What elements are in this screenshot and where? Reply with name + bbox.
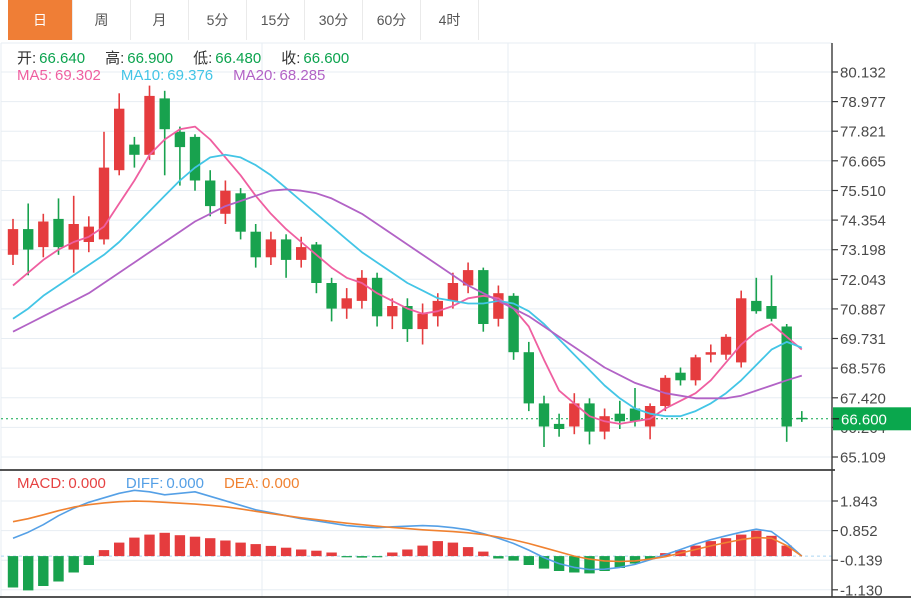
candles-layer (7, 85, 807, 447)
panel-borders (0, 469, 911, 598)
svg-text:-0.139: -0.139 (840, 553, 883, 570)
svg-text:1.843: 1.843 (840, 494, 878, 511)
svg-text:70.887: 70.887 (840, 301, 886, 318)
gridlines (0, 42, 832, 597)
period-tabbar: 日周月 5分 15分 30分 60分 4时 (0, 0, 911, 40)
tab-month[interactable]: 月 (131, 0, 189, 40)
tab-4hour[interactable]: 4时 (421, 0, 479, 40)
svg-text:0.852: 0.852 (840, 523, 878, 540)
svg-text:75.510: 75.510 (840, 183, 886, 200)
svg-text:67.420: 67.420 (840, 390, 886, 407)
tab-15min[interactable]: 15分 (247, 0, 305, 40)
dea-line (12, 500, 803, 563)
tab-30min[interactable]: 30分 (305, 0, 363, 40)
svg-text:73.198: 73.198 (840, 242, 886, 259)
y-axis: 80.132 78.977 77.821 76.665 75.510 74.354 73.1… (831, 43, 886, 599)
svg-text:68.576: 68.576 (840, 361, 886, 378)
current-price-tag: 66.600 (833, 407, 911, 431)
tab-day[interactable]: 日 (8, 0, 73, 40)
svg-text:80.132: 80.132 (840, 65, 886, 82)
ma10-line (12, 153, 803, 418)
svg-text:76.665: 76.665 (840, 153, 886, 170)
svg-text:78.977: 78.977 (840, 94, 886, 111)
svg-text:69.731: 69.731 (840, 331, 886, 348)
tab-60min[interactable]: 60分 (363, 0, 421, 40)
svg-text:65.109: 65.109 (840, 450, 886, 467)
svg-text:77.821: 77.821 (840, 124, 886, 141)
tab-5min[interactable]: 5分 (189, 0, 247, 40)
ma5-line (12, 125, 803, 425)
ma20-line (12, 188, 803, 400)
svg-text:72.043: 72.043 (840, 272, 886, 289)
tab-week[interactable]: 周 (73, 0, 131, 40)
svg-text:66.600: 66.600 (841, 411, 887, 428)
svg-text:-1.130: -1.130 (840, 582, 883, 599)
diff-line (12, 489, 803, 571)
svg-text:74.354: 74.354 (840, 213, 886, 230)
